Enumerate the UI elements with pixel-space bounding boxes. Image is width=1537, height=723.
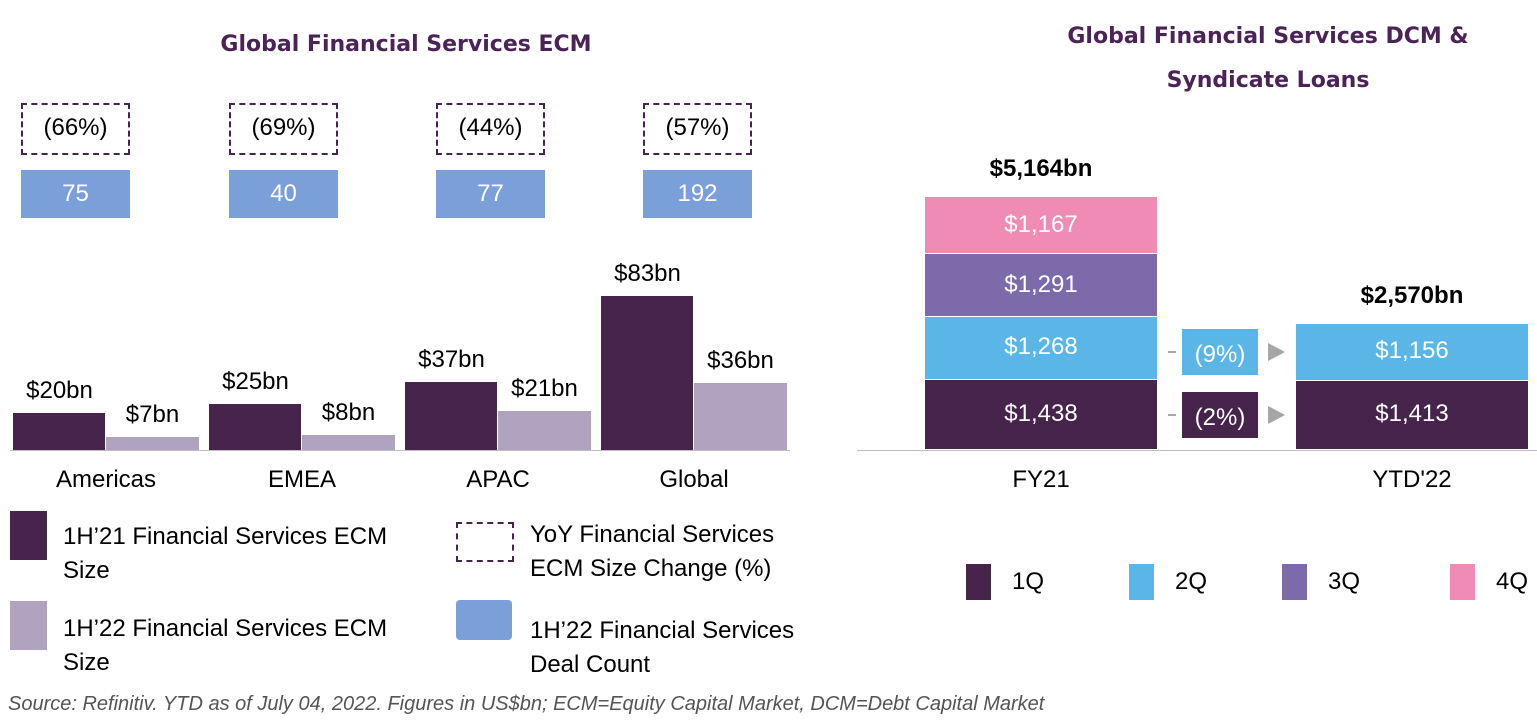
legend-swatch xyxy=(1450,564,1475,600)
chart-title: Global Financial Services ECM xyxy=(220,32,592,57)
bar xyxy=(601,296,693,450)
bar xyxy=(694,383,787,450)
change-arrow xyxy=(1268,406,1285,425)
x-tick-label: EMEA xyxy=(267,466,336,493)
bar-segment xyxy=(925,196,1157,254)
bar xyxy=(498,411,591,450)
x-tick-label: APAC xyxy=(466,466,530,493)
legend-label: 1Q xyxy=(1012,568,1045,595)
bar xyxy=(302,435,395,450)
data-label: $1,268 xyxy=(1004,333,1078,361)
data-label: $7bn xyxy=(125,401,180,429)
bar-segment xyxy=(1296,380,1528,449)
x-tick-label: Global xyxy=(659,466,729,493)
deal-count-box: 75 xyxy=(21,170,130,218)
deal-count-box: 77 xyxy=(436,170,545,218)
legend-label: 1H’21 Financial Services ECM Size xyxy=(63,523,388,584)
data-label: $1,167 xyxy=(1004,210,1078,238)
legend-label: 4Q xyxy=(1496,568,1529,595)
legend-swatch xyxy=(456,600,512,640)
legend-label: 2Q xyxy=(1175,568,1208,595)
x-tick-label: Americas xyxy=(55,466,157,493)
x-axis-line xyxy=(857,450,1537,451)
bar xyxy=(209,403,301,450)
data-label: $1,291 xyxy=(1004,270,1078,298)
x-tick-label: FY21 xyxy=(1012,466,1070,493)
change-arrow xyxy=(1268,343,1285,362)
data-label: $8bn xyxy=(321,399,376,427)
deal-count-box: 40 xyxy=(229,170,338,218)
total-label: $2,570bn xyxy=(1360,282,1464,310)
data-label: $25bn xyxy=(222,367,289,395)
data-label: $1,413 xyxy=(1375,400,1449,428)
change-dash xyxy=(1168,351,1176,354)
yoy-change-box: (69%) xyxy=(229,103,338,155)
legend-swatch xyxy=(10,601,47,650)
legend-swatch xyxy=(1129,564,1154,600)
legend-swatch xyxy=(966,564,991,600)
change-box: (9%) xyxy=(1182,329,1258,376)
legend-swatch xyxy=(456,522,514,562)
total-label: $5,164bn xyxy=(989,154,1093,182)
data-label: $20bn xyxy=(26,377,93,404)
data-label: $21bn xyxy=(511,375,578,403)
bar xyxy=(13,413,105,450)
legend-label: 1H’22 Financial Services ECM Size xyxy=(63,615,388,676)
deal-count-box: 192 xyxy=(643,170,752,218)
x-axis-line xyxy=(10,450,790,451)
bar-segment xyxy=(925,254,1157,317)
chart-title: Global Financial Services DCM & Syndicat… xyxy=(1067,24,1469,93)
legend-swatch xyxy=(10,511,47,560)
data-label: $37bn xyxy=(418,345,485,373)
data-label: $83bn xyxy=(614,260,681,288)
yoy-change-box: (44%) xyxy=(436,103,545,155)
x-tick-label: YTD'22 xyxy=(1372,466,1452,493)
legend-label: 3Q xyxy=(1328,568,1361,595)
bar-segment xyxy=(925,317,1157,379)
data-label: $36bn xyxy=(707,347,774,375)
legend-swatch xyxy=(1282,564,1307,600)
bar xyxy=(106,437,199,450)
data-label: $1,438 xyxy=(1004,399,1078,427)
data-label: $1,156 xyxy=(1375,337,1449,365)
bar-segment xyxy=(1296,324,1528,380)
bar xyxy=(405,381,497,450)
yoy-change-box: (66%) xyxy=(21,103,130,155)
bar-segment xyxy=(925,379,1157,449)
change-dash xyxy=(1168,414,1176,417)
legend-label: YoY Financial Services ECM Size Change (… xyxy=(530,521,775,582)
change-box: (2%) xyxy=(1182,392,1258,439)
legend-label: 1H’22 Financial Services Deal Count xyxy=(530,617,795,678)
yoy-change-box: (57%) xyxy=(643,103,752,155)
source-note: Source: Refinitiv. YTD as of July 04, 20… xyxy=(8,693,1045,715)
